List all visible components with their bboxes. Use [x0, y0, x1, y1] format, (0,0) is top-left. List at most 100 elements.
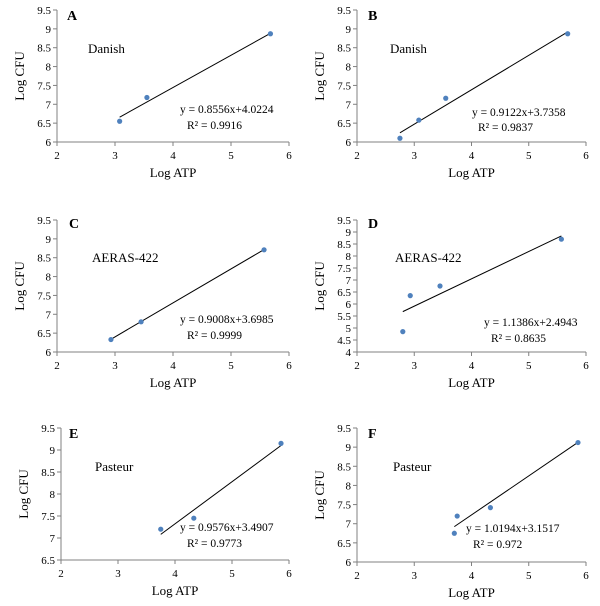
x-tick-label: 4 — [469, 570, 475, 582]
data-point — [437, 283, 443, 289]
x-tick-label: 3 — [412, 150, 418, 162]
x-tick-label: 3 — [412, 570, 418, 582]
x-tick-label: 6 — [286, 568, 292, 580]
data-point — [138, 319, 144, 325]
strain-label: AERAS-422 — [92, 250, 158, 265]
data-point — [108, 336, 114, 343]
x-tick-label: 4 — [469, 150, 475, 162]
y-tick-label: 5 — [346, 323, 352, 335]
y-tick-label: 7 — [346, 275, 352, 287]
y-tick-label: 7 — [346, 519, 352, 531]
y-tick-label: 9 — [346, 442, 352, 454]
y-tick-label: 9.5 — [41, 423, 55, 435]
panel-letter: E — [69, 427, 78, 442]
data-point — [558, 236, 564, 242]
y-tick-label: 8.5 — [337, 239, 351, 251]
data-point — [261, 247, 267, 253]
x-tick-label: 4 — [172, 568, 178, 580]
data-point — [454, 513, 460, 519]
y-tick-label: 7.5 — [337, 263, 351, 275]
panel-letter: C — [69, 217, 79, 232]
y-tick-label: 9.5 — [337, 423, 351, 435]
strain-label: AERAS-422 — [395, 250, 461, 265]
y-tick-label: 7.5 — [337, 500, 351, 512]
y-tick-label: 9 — [46, 234, 52, 246]
y-tick-label: 6.5 — [41, 555, 55, 567]
y-tick-label: 9.5 — [37, 215, 51, 227]
panel-letter: A — [67, 9, 78, 24]
y-tick-label: 4.5 — [337, 335, 351, 347]
y-tick-label: 5.5 — [337, 311, 351, 323]
regression-equation: y = 0.9576x+3.4907 — [180, 522, 274, 534]
x-tick-label: 4 — [469, 360, 475, 372]
x-tick-label: 4 — [170, 150, 176, 162]
x-tick-label: 4 — [170, 360, 176, 372]
y-tick-label: 7.5 — [337, 80, 351, 92]
y-tick-label: 8 — [346, 480, 352, 492]
y-tick-label: 8 — [50, 489, 56, 501]
x-tick-label: 3 — [412, 360, 418, 372]
y-tick-label: 9.5 — [337, 5, 351, 17]
y-tick-label: 7.5 — [41, 511, 55, 523]
y-tick-label: 8 — [46, 62, 52, 74]
y-axis-label: Log CFU — [312, 470, 327, 520]
x-tick-label: 5 — [229, 568, 235, 580]
x-tick-label: 5 — [228, 360, 234, 372]
y-tick-label: 6 — [46, 137, 52, 149]
regression-equation: y = 0.8556x+4.0224 — [180, 104, 274, 116]
y-tick-label: 9 — [50, 445, 56, 457]
data-point — [397, 135, 403, 141]
x-tick-label: 5 — [526, 360, 532, 372]
panel-b: 6 6.5 7 7.5 8 8.5 9 9.5 2 3 4 5 6 Log ATP Log CFU B Dani… — [312, 5, 589, 180]
strain-label: Danish — [88, 41, 125, 56]
y-tick-label: 8.5 — [37, 43, 51, 55]
data-point — [400, 329, 406, 335]
y-tick-label: 7 — [46, 99, 52, 111]
y-tick-label: 6.5 — [37, 118, 51, 130]
regression-equation: y = 1.1386x+2.4943 — [484, 317, 578, 329]
panel-letter: B — [368, 9, 377, 24]
data-point — [144, 94, 150, 101]
y-tick-label: 6 — [346, 137, 352, 149]
y-axis-label: Log CFU — [312, 51, 327, 101]
x-tick-label: 2 — [354, 570, 360, 582]
x-tick-label: 5 — [526, 570, 532, 582]
panel-e: 6.5 7 7.5 8 8.5 9 9.5 2 3 4 5 6 Log ATP Log CFU E Paste… — [16, 423, 292, 598]
data-point — [575, 439, 581, 446]
x-tick-label: 3 — [115, 568, 121, 580]
y-tick-label: 7 — [346, 99, 352, 111]
x-tick-label: 3 — [112, 360, 118, 372]
y-tick-label: 9 — [346, 227, 352, 239]
x-tick-label: 2 — [54, 150, 60, 162]
y-tick-label: 4 — [346, 347, 352, 359]
y-tick-label: 8 — [346, 251, 352, 263]
y-tick-label: 6.5 — [337, 118, 351, 130]
y-tick-label: 7 — [50, 533, 56, 545]
trendline — [402, 235, 562, 313]
data-point — [278, 440, 284, 446]
strain-label: Pasteur — [95, 459, 134, 474]
data-point — [158, 526, 164, 532]
data-point — [407, 293, 413, 299]
x-axis-label: Log ATP — [152, 583, 199, 598]
y-axis-label: Log CFU — [312, 261, 327, 311]
x-tick-label: 3 — [112, 150, 118, 162]
r-squared: R² = 0.8635 — [491, 333, 546, 345]
y-axis-label: Log CFU — [12, 51, 27, 101]
strain-label: Pasteur — [393, 459, 432, 474]
data-point — [487, 505, 493, 511]
x-axis-label: Log ATP — [448, 585, 495, 600]
data-point — [565, 31, 571, 37]
x-tick-label: 2 — [54, 360, 60, 372]
regression-equation: y = 0.9122x+3.7358 — [472, 107, 566, 119]
x-axis-label: Log ATP — [448, 375, 495, 390]
panel-letter: D — [368, 217, 378, 232]
y-tick-label: 8 — [346, 62, 352, 74]
x-axis-label: Log ATP — [150, 375, 197, 390]
y-tick-label: 6.5 — [37, 328, 51, 340]
y-tick-label: 8.5 — [37, 253, 51, 265]
data-point — [191, 515, 197, 521]
y-tick-label: 6.5 — [337, 538, 351, 550]
